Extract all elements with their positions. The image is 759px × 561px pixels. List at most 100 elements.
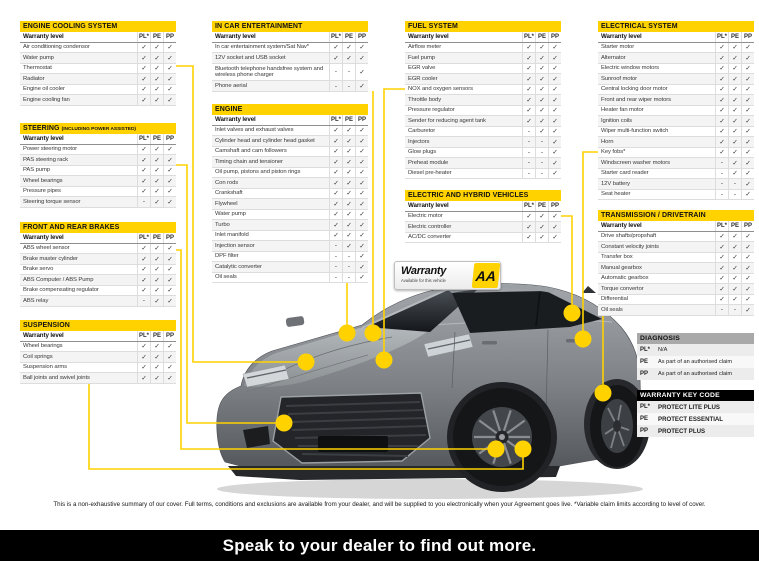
- column-header-PE: PE: [150, 32, 163, 42]
- table-row: Water pump ✓ ✓ ✓: [20, 53, 176, 64]
- component-name: AC/DC converter: [408, 234, 452, 241]
- disclaimer-text: This is a non-exhaustive summary of our …: [53, 501, 706, 508]
- box-row-value: PROTECT LITE PLUS: [658, 403, 720, 411]
- cover-PL: ✓: [137, 176, 150, 186]
- column-header-PP: PP: [548, 201, 561, 211]
- cover-PP: ✓: [355, 272, 368, 282]
- cover-PP: ✓: [741, 95, 754, 105]
- table-row: Inlet valves and exhaust valves ✓ ✓ ✓: [212, 125, 368, 136]
- table-row: Suspension arms ✓ ✓ ✓: [20, 362, 176, 373]
- cover-PE: -: [728, 305, 741, 315]
- cover-PL: -: [329, 63, 342, 81]
- component-name: Brake master cylinder: [20, 255, 137, 262]
- table-row: Injectors - - ✓: [405, 137, 561, 148]
- cover-PE: ✓: [150, 155, 163, 165]
- front-wheel: [447, 382, 557, 492]
- cover-PL: ✓: [329, 53, 342, 63]
- component-name: Windscreen washer motors: [598, 159, 715, 166]
- component-name: Alternator: [598, 54, 715, 61]
- cover-PL: ✓: [715, 105, 728, 115]
- callout-lines: [88, 65, 604, 470]
- table-row: Central locking door motor ✓ ✓ ✓: [598, 84, 754, 95]
- box-row-key: PE: [640, 359, 649, 365]
- cover-PL: -: [329, 262, 342, 272]
- window-divider: [535, 291, 541, 327]
- cover-PP: ✓: [163, 352, 176, 362]
- cover-PE: -: [342, 251, 355, 261]
- cover-PL: ✓: [137, 352, 150, 362]
- fog-inlet-left: [243, 426, 270, 448]
- box-row: PE PROTECT ESSENTIAL: [637, 413, 754, 425]
- component-name: Flywheel: [212, 200, 329, 207]
- table-title-bar: SUSPENSION: [20, 320, 176, 331]
- box-row-value: N/A: [658, 347, 668, 353]
- table-row: Timing chain and tensioner ✓ ✓ ✓: [212, 157, 368, 168]
- column-header-PP: PP: [163, 233, 176, 243]
- table-row: Differential ✓ ✓ ✓: [598, 294, 754, 305]
- callout-dots: [275, 304, 612, 458]
- component-name: Electric window motors: [601, 65, 660, 72]
- car-hood: [244, 328, 428, 387]
- table-title: IN CAR ENTERTAINMENT: [215, 23, 303, 30]
- cover-PP: ✓: [355, 42, 368, 52]
- component-name: Brake compensating regulator: [23, 287, 99, 294]
- cover-PP: ✓: [548, 63, 561, 73]
- cover-PP: ✓: [741, 137, 754, 147]
- table-row: Pressure pipes ✓ ✓ ✓: [20, 186, 176, 197]
- table-row: Phone aerial - - ✓: [212, 81, 368, 92]
- cover-PP: ✓: [741, 273, 754, 283]
- cover-PL: -: [715, 158, 728, 168]
- cover-PP: ✓: [548, 95, 561, 105]
- table-row: Manual gearbox ✓ ✓ ✓: [598, 263, 754, 274]
- cover-PE: ✓: [728, 263, 741, 273]
- component-name: Catalytic converter: [212, 263, 329, 270]
- cover-PL: ✓: [715, 63, 728, 73]
- table-row: Turbo ✓ ✓ ✓: [212, 220, 368, 231]
- cover-PL: ✓: [329, 146, 342, 156]
- box-row: PL* PROTECT LITE PLUS: [637, 401, 754, 413]
- component-name: PAS pump: [23, 167, 50, 174]
- component-name: Crankshaft: [215, 190, 243, 197]
- table-row: Inlet manifold ✓ ✓ ✓: [212, 230, 368, 241]
- cover-PP: ✓: [548, 116, 561, 126]
- cover-PL: -: [522, 147, 535, 157]
- table-row: Wiper multi-function switch ✓ ✓ ✓: [598, 126, 754, 137]
- table-row: Radiator ✓ ✓ ✓: [20, 74, 176, 85]
- cover-PP: ✓: [741, 53, 754, 63]
- column-header-PE: PE: [150, 134, 163, 144]
- cover-PP: ✓: [163, 84, 176, 94]
- cover-PE: ✓: [342, 178, 355, 188]
- diagnosis-box: DIAGNOSIS PL* N/A PE As part of an authorise…: [637, 333, 754, 380]
- warranty-level-label: Warranty level: [215, 33, 256, 41]
- component-name: Inlet manifold: [215, 232, 249, 239]
- cover-PP: ✓: [355, 178, 368, 188]
- cover-PL: -: [522, 158, 535, 168]
- component-name: 12V socket and USB socket: [212, 54, 329, 61]
- cover-PL: ✓: [715, 84, 728, 94]
- cover-PL: ✓: [137, 264, 150, 274]
- component-name: Engine cooling fan: [20, 96, 137, 103]
- cover-PE: ✓: [535, 53, 548, 63]
- cover-PP: ✓: [548, 53, 561, 63]
- component-name: Electric controller: [405, 223, 522, 230]
- cover-PL: -: [522, 137, 535, 147]
- cover-PP: ✓: [548, 168, 561, 178]
- cover-PE: ✓: [535, 42, 548, 52]
- cover-PE: ✓: [728, 63, 741, 73]
- table-row: Bluetooth telephone handsfree system and…: [212, 63, 368, 82]
- cover-PE: ✓: [728, 252, 741, 262]
- component-name: Wiper multi-function switch: [601, 128, 669, 135]
- ground-shadow: [217, 479, 643, 499]
- table-title: FUEL SYSTEM: [408, 23, 458, 30]
- component-name: Ball joints and swivel joints: [20, 374, 137, 381]
- cover-PP: ✓: [741, 252, 754, 262]
- component-name: Injectors: [405, 138, 522, 145]
- cover-PP: ✓: [355, 167, 368, 177]
- rear-wheel: [584, 379, 650, 469]
- column-header-PE: PE: [535, 32, 548, 42]
- cover-PE: -: [535, 137, 548, 147]
- cover-PP: ✓: [163, 243, 176, 253]
- component-name: Pressure pipes: [23, 188, 61, 195]
- table-row: Front and rear wiper motors ✓ ✓ ✓: [598, 95, 754, 106]
- cover-PE: -: [728, 189, 741, 199]
